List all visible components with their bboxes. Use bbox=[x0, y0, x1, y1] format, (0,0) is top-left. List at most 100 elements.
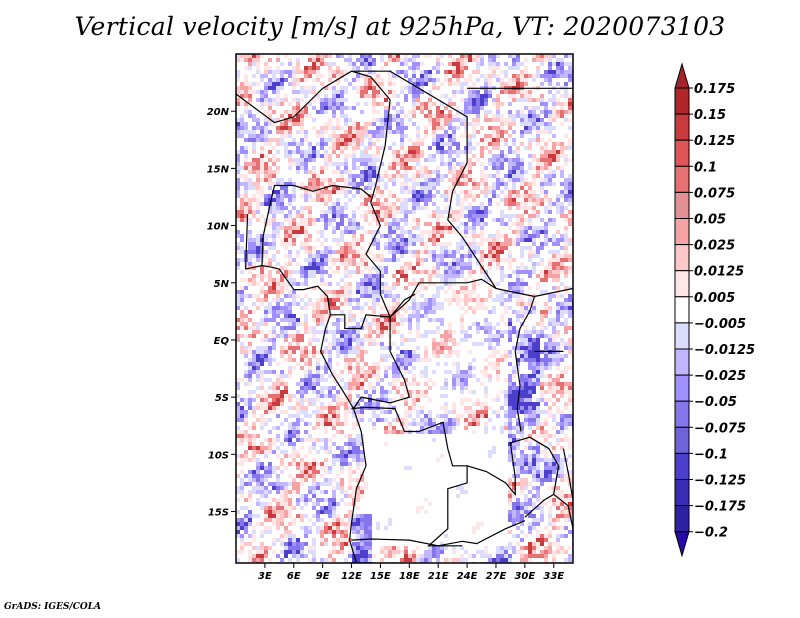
field-cell bbox=[564, 154, 568, 158]
field-cell bbox=[496, 238, 500, 242]
field-cell bbox=[332, 130, 336, 134]
field-cell bbox=[564, 194, 568, 198]
field-cell bbox=[456, 414, 460, 418]
field-cell bbox=[568, 422, 572, 426]
field-cell bbox=[412, 58, 416, 62]
field-cell bbox=[288, 142, 292, 146]
field-cell bbox=[248, 378, 252, 382]
field-cell bbox=[296, 402, 300, 406]
field-cell bbox=[304, 230, 308, 234]
field-cell bbox=[488, 326, 492, 330]
field-cell bbox=[300, 270, 304, 274]
field-cell bbox=[264, 86, 268, 90]
field-cell bbox=[320, 218, 324, 222]
field-cell bbox=[408, 410, 412, 414]
field-cell bbox=[484, 94, 488, 98]
field-cell bbox=[436, 306, 440, 310]
field-cell bbox=[304, 234, 308, 238]
field-cell bbox=[392, 302, 396, 306]
field-cell bbox=[332, 182, 336, 186]
field-cell bbox=[332, 126, 336, 130]
field-cell bbox=[368, 182, 372, 186]
field-cell bbox=[368, 142, 372, 146]
field-cell bbox=[320, 318, 324, 322]
field-cell bbox=[244, 138, 248, 142]
field-cell bbox=[288, 162, 292, 166]
field-cell bbox=[544, 146, 548, 150]
field-cell bbox=[356, 382, 360, 386]
field-cell bbox=[316, 378, 320, 382]
field-cell bbox=[488, 90, 492, 94]
field-cell bbox=[276, 434, 280, 438]
field-cell bbox=[312, 346, 316, 350]
field-cell bbox=[400, 266, 404, 270]
field-cell bbox=[240, 246, 244, 250]
field-cell bbox=[404, 378, 408, 382]
field-cell bbox=[524, 98, 528, 102]
field-cell bbox=[284, 382, 288, 386]
field-cell bbox=[444, 174, 448, 178]
field-cell bbox=[412, 94, 416, 98]
field-cell bbox=[468, 334, 472, 338]
field-cell bbox=[240, 438, 244, 442]
field-cell bbox=[452, 294, 456, 298]
field-cell bbox=[348, 154, 352, 158]
field-cell bbox=[304, 302, 308, 306]
field-cell bbox=[504, 258, 508, 262]
field-cell bbox=[516, 310, 520, 314]
field-cell bbox=[388, 382, 392, 386]
field-cell bbox=[392, 202, 396, 206]
field-cell bbox=[468, 146, 472, 150]
field-cell bbox=[276, 402, 280, 406]
field-cell bbox=[528, 274, 532, 278]
field-cell bbox=[348, 54, 352, 58]
field-cell bbox=[416, 226, 420, 230]
field-cell bbox=[376, 182, 380, 186]
field-cell bbox=[296, 254, 300, 258]
field-cell bbox=[460, 54, 464, 58]
field-cell bbox=[512, 222, 516, 226]
field-cell bbox=[556, 406, 560, 410]
field-cell bbox=[432, 182, 436, 186]
field-cell bbox=[520, 278, 524, 282]
field-cell bbox=[340, 70, 344, 74]
field-cell bbox=[548, 434, 552, 438]
field-cell bbox=[524, 178, 528, 182]
field-cell bbox=[564, 74, 568, 78]
field-cell bbox=[548, 238, 552, 242]
field-cell bbox=[416, 262, 420, 266]
field-cell bbox=[348, 218, 352, 222]
field-cell bbox=[388, 178, 392, 182]
field-cell bbox=[560, 338, 564, 342]
field-cell bbox=[400, 62, 404, 66]
field-cell bbox=[520, 374, 524, 378]
field-cell bbox=[340, 178, 344, 182]
field-cell bbox=[416, 62, 420, 66]
field-cell bbox=[336, 202, 340, 206]
field-cell bbox=[468, 150, 472, 154]
field-cell bbox=[376, 166, 380, 170]
field-cell bbox=[544, 326, 548, 330]
field-cell bbox=[252, 114, 256, 118]
field-cell bbox=[384, 206, 388, 210]
field-cell bbox=[416, 162, 420, 166]
field-cell bbox=[528, 106, 532, 110]
field-cell bbox=[500, 330, 504, 334]
field-cell bbox=[484, 322, 488, 326]
field-cell bbox=[540, 110, 544, 114]
field-cell bbox=[320, 330, 324, 334]
field-cell bbox=[488, 74, 492, 78]
field-cell bbox=[300, 194, 304, 198]
field-cell bbox=[344, 170, 348, 174]
field-cell bbox=[548, 170, 552, 174]
field-cell bbox=[564, 422, 568, 426]
field-cell bbox=[308, 210, 312, 214]
field-cell bbox=[396, 218, 400, 222]
field-cell bbox=[292, 118, 296, 122]
field-cell bbox=[444, 330, 448, 334]
field-cell bbox=[256, 298, 260, 302]
field-cell bbox=[404, 402, 408, 406]
field-cell bbox=[252, 350, 256, 354]
field-cell bbox=[260, 202, 264, 206]
field-cell bbox=[504, 238, 508, 242]
